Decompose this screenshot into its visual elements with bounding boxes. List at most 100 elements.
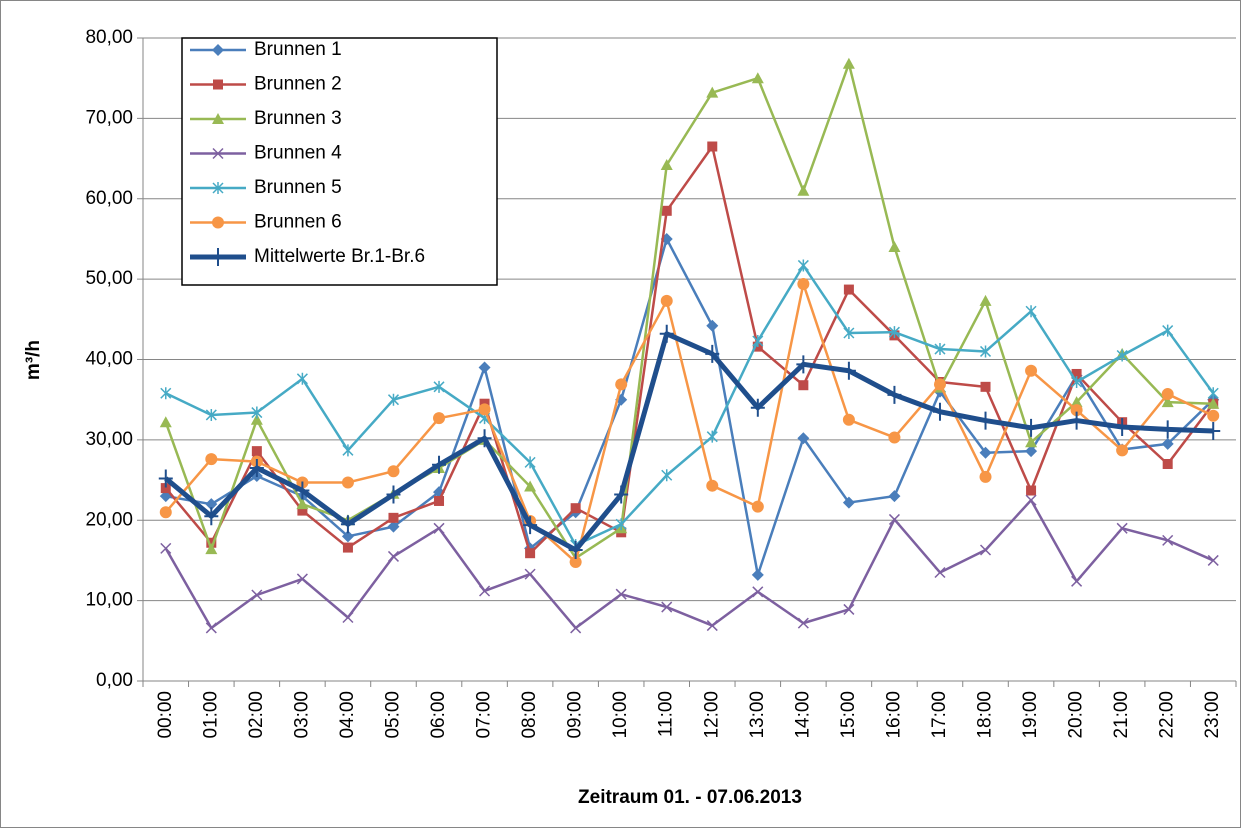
line (165, 264, 1215, 547)
marker (659, 324, 674, 343)
marker (387, 550, 400, 562)
marker (706, 430, 718, 443)
marker (160, 542, 172, 554)
marker (205, 622, 217, 634)
legend-marker (212, 182, 224, 194)
marker (979, 544, 992, 556)
marker (661, 469, 673, 482)
marker (1161, 388, 1174, 401)
marker (297, 505, 308, 516)
x-tick-label: 12:00 (701, 691, 722, 739)
marker (1207, 554, 1219, 566)
marker (706, 479, 719, 492)
legend-label: Brunnen 4 (254, 143, 342, 164)
legend-marker (212, 44, 224, 56)
marker (979, 470, 992, 483)
x-tick-label: 02:00 (246, 691, 267, 739)
marker (295, 481, 310, 500)
marker (296, 498, 309, 510)
legend-marker (211, 248, 225, 266)
marker (979, 294, 992, 306)
marker (1116, 522, 1128, 534)
x-tick-label: 15:00 (838, 691, 859, 739)
marker (296, 372, 308, 385)
marker (387, 393, 400, 406)
marker (797, 432, 810, 445)
marker (205, 498, 218, 511)
legend-marker (213, 79, 223, 90)
y-tick-label: 0,00 (96, 670, 133, 691)
marker (1025, 364, 1038, 377)
marker (1207, 409, 1220, 422)
marker (296, 573, 308, 585)
marker (524, 480, 537, 492)
x-tick-label: 04:00 (337, 691, 358, 739)
y-tick-label: 80,00 (85, 27, 133, 48)
marker (570, 503, 581, 514)
marker (751, 72, 764, 84)
series (159, 277, 1220, 569)
marker (342, 542, 353, 553)
marker (1025, 305, 1037, 318)
marker (660, 294, 673, 307)
marker (159, 416, 172, 428)
marker (251, 406, 263, 419)
marker (706, 86, 719, 98)
line (164, 145, 1215, 555)
x-tick-label: 19:00 (1020, 691, 1041, 739)
y-tick-label: 30,00 (85, 429, 133, 450)
marker (1115, 418, 1130, 437)
legend-marker (212, 113, 224, 124)
marker (705, 344, 720, 363)
marker (752, 586, 764, 598)
marker (797, 184, 810, 196)
x-tick-label: 22:00 (1157, 691, 1178, 739)
series (158, 324, 1221, 559)
marker (1161, 396, 1174, 408)
marker (707, 141, 718, 152)
marker (797, 259, 809, 272)
x-tick-label: 14:00 (792, 691, 813, 739)
marker (750, 398, 765, 417)
marker (524, 568, 536, 580)
marker (251, 589, 263, 601)
marker (204, 507, 219, 526)
x-tick-label: 13:00 (747, 691, 768, 739)
marker (751, 568, 764, 581)
marker (478, 361, 491, 374)
marker (340, 515, 355, 534)
marker (1207, 387, 1219, 400)
marker (433, 522, 445, 534)
marker (432, 455, 447, 474)
marker (433, 412, 446, 425)
marker (841, 361, 856, 380)
marker (341, 476, 354, 489)
marker (843, 326, 855, 339)
y-tick-label: 40,00 (85, 349, 133, 370)
marker (888, 513, 900, 525)
legend-box (181, 37, 498, 286)
marker (706, 620, 718, 632)
marker (615, 518, 627, 531)
marker (569, 556, 582, 569)
x-tick-label: 00:00 (155, 691, 176, 739)
marker (888, 490, 901, 503)
x-tick-label: 03:00 (291, 691, 312, 739)
marker (158, 469, 173, 488)
line (165, 237, 1215, 577)
line (164, 331, 1214, 553)
marker (661, 205, 672, 216)
marker (1160, 420, 1175, 439)
marker (524, 456, 536, 469)
y-tick-label: 50,00 (85, 268, 133, 289)
marker (205, 543, 218, 555)
marker (387, 465, 400, 478)
x-tick-label: 06:00 (428, 691, 449, 739)
x-tick-label: 11:00 (656, 691, 677, 737)
marker (205, 408, 217, 421)
legend-label: Brunnen 5 (254, 177, 342, 198)
legend-label: Brunnen 2 (254, 74, 342, 95)
x-tick-label: 16:00 (883, 691, 904, 739)
marker (159, 506, 172, 519)
